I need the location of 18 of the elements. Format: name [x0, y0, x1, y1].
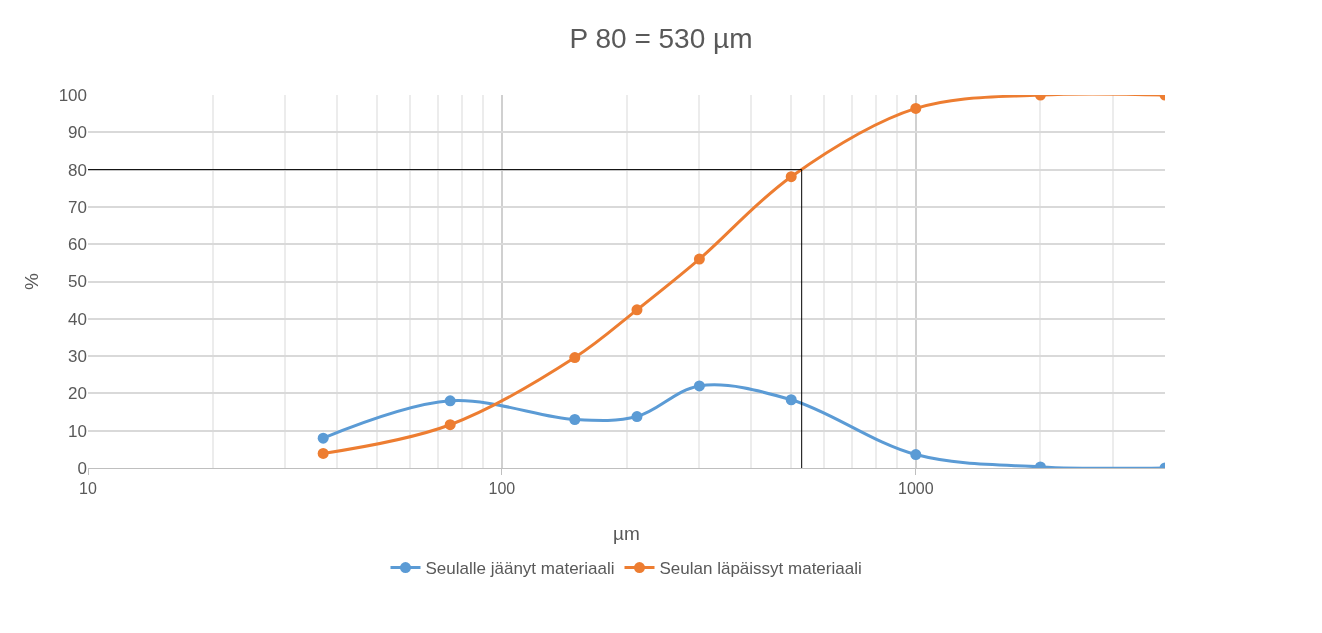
y-tick-label: 40 [68, 309, 87, 329]
y-tick-label: 0 [77, 458, 87, 478]
y-tick-label: 70 [68, 197, 87, 217]
x-tick-label: 1000 [898, 480, 934, 498]
legend-label: Seulan läpäissyt materiaali [659, 559, 862, 579]
y-tick-label: 20 [68, 384, 87, 404]
x-tick-label: 100 [488, 480, 516, 498]
y-tick-label: 50 [68, 272, 87, 292]
y-tick-label: 10 [68, 421, 87, 441]
y-axis-title: % [21, 272, 43, 290]
y-tick-label: 100 [58, 85, 87, 105]
y-tick-label: 60 [68, 235, 87, 255]
x-axis-title: µm [613, 523, 640, 544]
y-tick-label: 90 [68, 123, 87, 143]
legend-label: Seulalle jäänyt materiaali [425, 559, 615, 579]
y-tick-label: 30 [68, 347, 87, 367]
y-tick-label: 80 [68, 160, 87, 180]
chart-title: P 80 = 530 µm [569, 23, 753, 55]
